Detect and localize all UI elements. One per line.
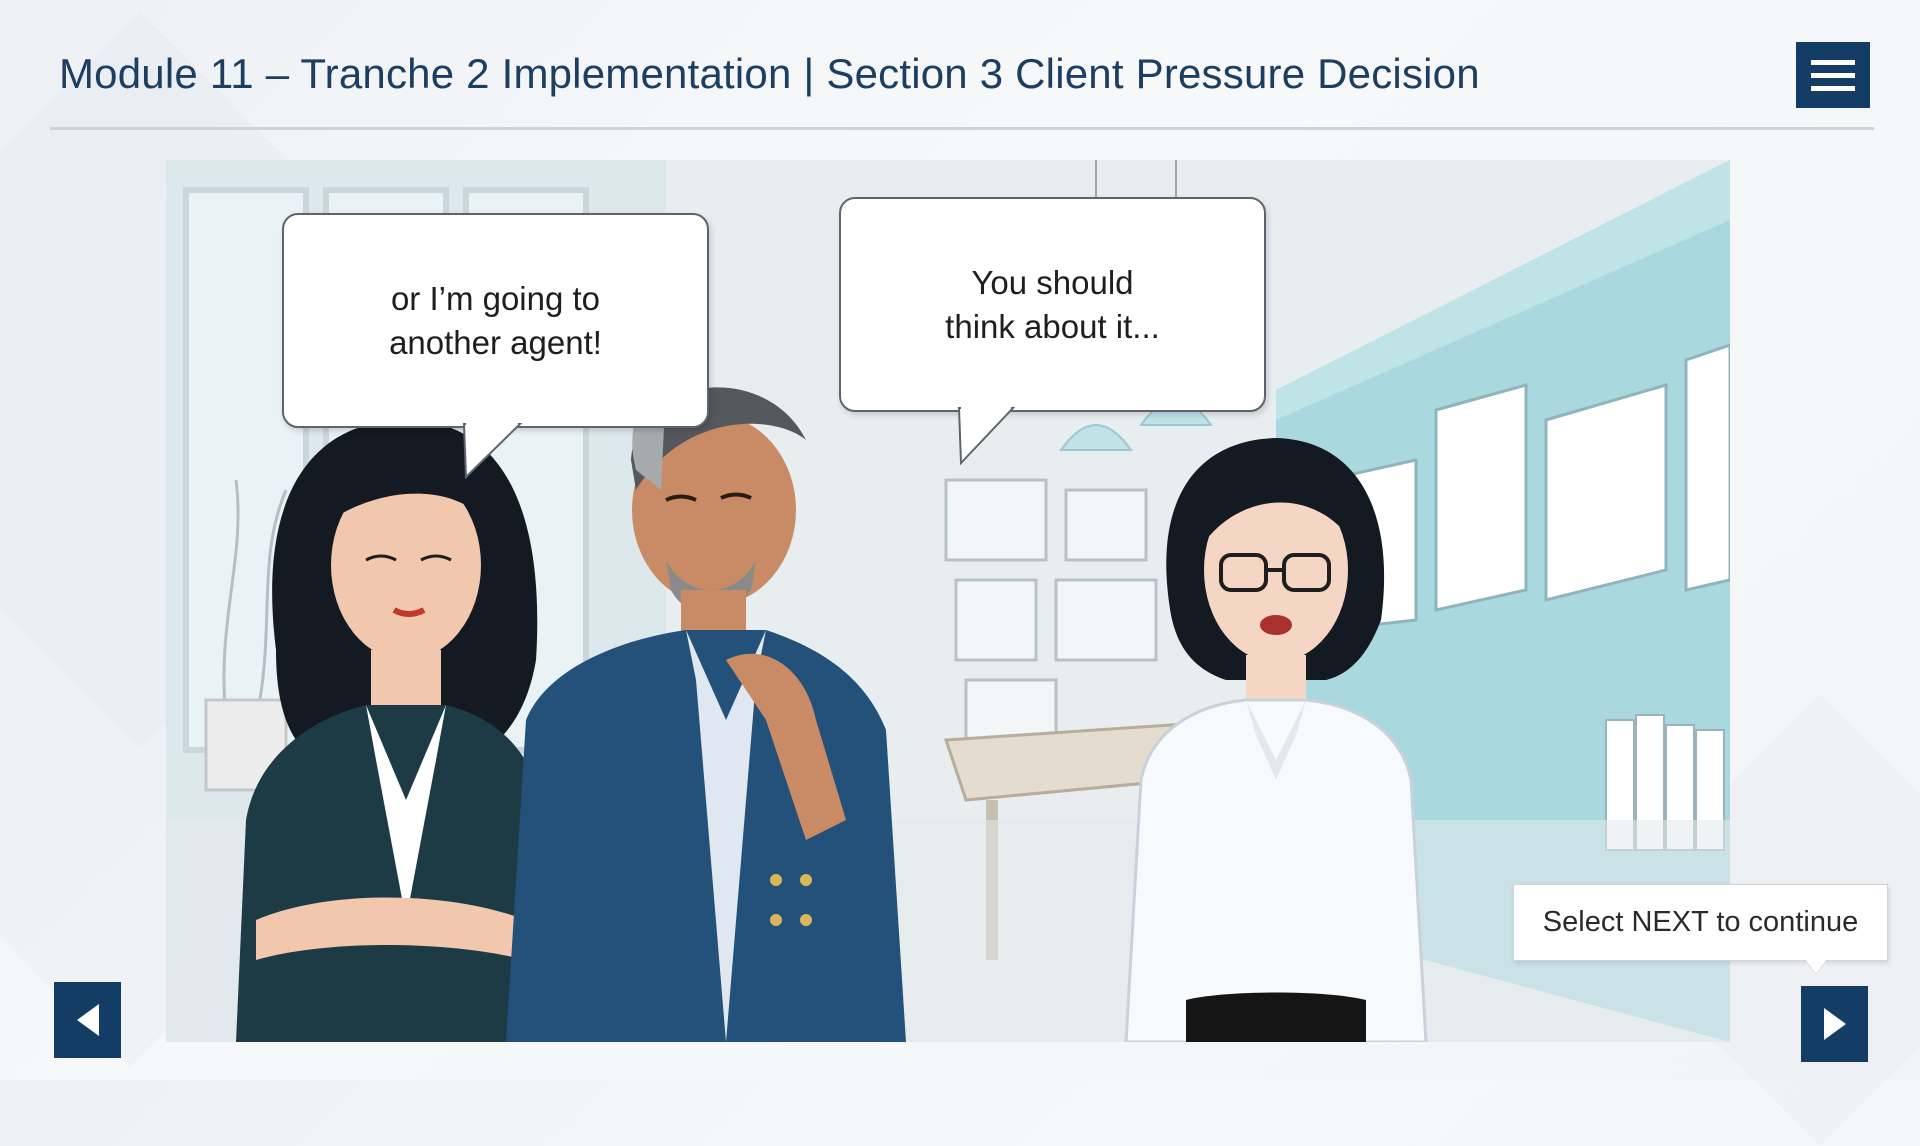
speech-bubble-client-woman: or I’m going to another agent!	[282, 213, 709, 480]
menu-button[interactable]	[1796, 42, 1870, 108]
hamburger-menu-icon	[1811, 72, 1855, 78]
triangle-left-icon	[76, 1004, 99, 1036]
title-divider	[50, 127, 1874, 130]
previous-button[interactable]	[54, 982, 121, 1058]
speech-bubble-text: You should think about it...	[945, 263, 1160, 345]
next-instruction-text: Select NEXT to continue	[1542, 906, 1859, 938]
triangle-right-icon	[1823, 1008, 1846, 1040]
hamburger-menu-icon	[1811, 59, 1855, 65]
speech-bubble-client-man: You should think about it...	[839, 197, 1266, 466]
next-instruction-callout: Select NEXT to continue	[1513, 884, 1888, 961]
speech-bubble-text: or I’m going to another agent!	[389, 279, 602, 361]
scene-illustration: or I’m going to another agent! You shoul…	[166, 160, 1730, 1042]
next-button[interactable]	[1801, 986, 1868, 1062]
hamburger-menu-icon	[1811, 85, 1855, 91]
page-title: Module 11 – Tranche 2 Implementation | S…	[59, 50, 1480, 97]
